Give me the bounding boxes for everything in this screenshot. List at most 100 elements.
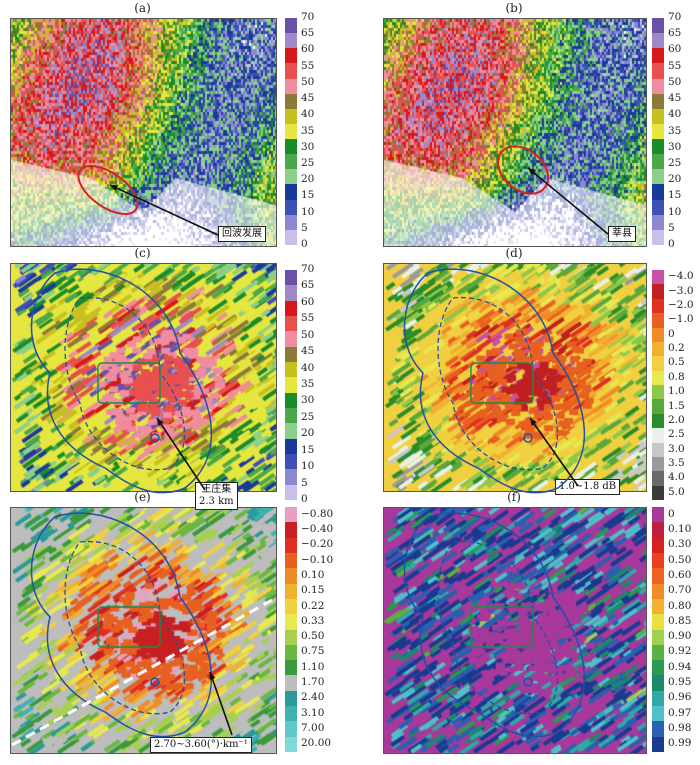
- colorbar-swatch: [652, 341, 664, 357]
- colorbar-swatch: [652, 284, 664, 299]
- colorbar-swatch: [285, 123, 297, 139]
- radar-map-a: [10, 18, 277, 247]
- panel-label: (a): [134, 1, 151, 15]
- panel-label: (f): [507, 490, 521, 504]
- contour-outer: [30, 268, 213, 494]
- annotation-line: 王庄集: [201, 484, 232, 495]
- annotation-arrow-line: [527, 167, 609, 235]
- colorbar-swatch: [652, 356, 664, 371]
- colorbar-tick-label: 0.30: [668, 538, 692, 551]
- colorbar-tick-label: 0.15: [301, 584, 325, 597]
- panel-label: (b): [505, 1, 523, 15]
- colorbar-tick-label: 3.0: [668, 442, 685, 455]
- colorbar-tick-label: 0.70: [668, 584, 692, 597]
- colorbar-swatch: [652, 507, 664, 523]
- colorbar-tick-label: 1.10: [301, 660, 325, 673]
- colorbar-swatch: [652, 313, 664, 328]
- colorbar-tick-label: 50: [301, 328, 315, 341]
- colorbar: [285, 270, 297, 500]
- contour-dashed: [437, 541, 559, 715]
- colorbar-tick-label: 20: [301, 427, 315, 440]
- colorbar-swatch: [285, 63, 297, 79]
- colorbar-tick-label: 0.50: [301, 630, 325, 643]
- colorbar-tick-label: 25: [301, 410, 315, 423]
- colorbar-tick-label: 35: [668, 124, 682, 137]
- colorbar-swatch: [652, 48, 664, 64]
- colorbar-tick-label: 0.8: [668, 370, 685, 383]
- colorbar-tick-label: 40: [301, 108, 315, 121]
- colorbar-swatch: [285, 315, 297, 332]
- annotation-arrowhead: [157, 418, 164, 426]
- colorbar-swatch: [285, 407, 297, 424]
- colorbar-swatch: [652, 199, 664, 215]
- colorbar-tick-label: 0.97: [668, 706, 692, 719]
- colorbar-swatch: [285, 568, 297, 584]
- annotation-arrow-line: [109, 184, 219, 236]
- colorbar-swatch: [652, 485, 664, 500]
- colorbar-swatch: [285, 377, 297, 393]
- colorbar-tick-label: 60: [301, 295, 315, 308]
- colorbar-tick-label: −1.0: [668, 313, 694, 326]
- colorbar-tick-label: 0: [668, 507, 675, 520]
- radar-map-e: [10, 507, 277, 754]
- colorbar-swatch: [285, 229, 297, 245]
- colorbar-tick-label: 0: [301, 238, 308, 250]
- radar-map-d: [383, 263, 647, 492]
- colorbar-tick-label: 0.5: [668, 356, 685, 369]
- colorbar-tick-label: 3.10: [301, 706, 325, 719]
- contour-outer: [403, 268, 586, 494]
- colorbar-swatch: [652, 370, 664, 385]
- colorbar-tick-label: 0: [668, 327, 675, 340]
- colorbar-tick-label: 65: [301, 279, 315, 292]
- colorbar-tick-label: 1.5: [668, 399, 685, 412]
- colorbar-tick-label: 55: [301, 59, 315, 72]
- colorbar-tick-label: 20: [301, 173, 315, 186]
- colorbar-swatch: [652, 270, 664, 285]
- colorbar-tick-label: 1.70: [301, 676, 325, 689]
- colorbar-swatch: [285, 469, 297, 485]
- colorbar-swatch: [285, 660, 297, 676]
- colorbar-tick-label: 2.40: [301, 691, 325, 704]
- contour-dashed: [64, 541, 186, 715]
- colorbar-tick-label: 0.50: [668, 553, 692, 566]
- colorbar-swatch: [652, 78, 664, 94]
- colorbar-tick-label: −3.0: [668, 284, 694, 297]
- colorbar-swatch: [285, 139, 297, 155]
- colorbar-swatch: [652, 629, 664, 645]
- colorbar-swatch: [285, 270, 297, 286]
- colorbar-swatch: [285, 18, 297, 34]
- colorbar-swatch: [285, 346, 297, 362]
- colorbar-tick-label: 5.0: [668, 485, 685, 498]
- colorbar-tick-label: 0.10: [301, 568, 325, 581]
- colorbar-swatch: [285, 598, 297, 615]
- colorbar-swatch: [652, 552, 664, 569]
- annotation-arrow-line: [209, 671, 233, 736]
- annotation-label: 1.0~1.8 dB: [555, 479, 621, 495]
- colorbar-swatch: [652, 154, 664, 170]
- colorbar-tick-label: 1.0: [668, 385, 685, 398]
- colorbar-tick-label: −2.0: [668, 298, 694, 311]
- colorbar-swatch: [652, 644, 664, 661]
- colorbar-tick-label: −0.10: [301, 553, 334, 566]
- colorbar-swatch: [285, 675, 297, 691]
- colorbar-tick-label: 0.90: [668, 630, 692, 643]
- colorbar-tick-label: 5: [301, 476, 308, 489]
- colorbar: [285, 18, 297, 245]
- colorbar-swatch: [652, 428, 664, 443]
- colorbar-tick-label: 60: [668, 43, 682, 56]
- target-circle: [150, 677, 160, 687]
- radar-map-c: [10, 263, 277, 492]
- colorbar-swatch: [652, 675, 664, 691]
- colorbar-swatch: [285, 331, 297, 347]
- annotation-label: 2.70~3.60(°)·km⁻¹: [150, 737, 252, 753]
- annotation-label: 王庄集 2.3 km: [195, 482, 238, 510]
- colorbar-swatch: [652, 93, 664, 109]
- colorbar-tick-label: 25: [668, 156, 682, 169]
- colorbar-tick-label: 0.98: [668, 722, 692, 735]
- colorbar-swatch: [285, 522, 297, 538]
- colorbar-tick-label: 65: [668, 27, 682, 40]
- colorbar-swatch: [285, 537, 297, 553]
- colorbar-swatch: [285, 300, 297, 316]
- colorbar-tick-label: 2.5: [668, 428, 685, 441]
